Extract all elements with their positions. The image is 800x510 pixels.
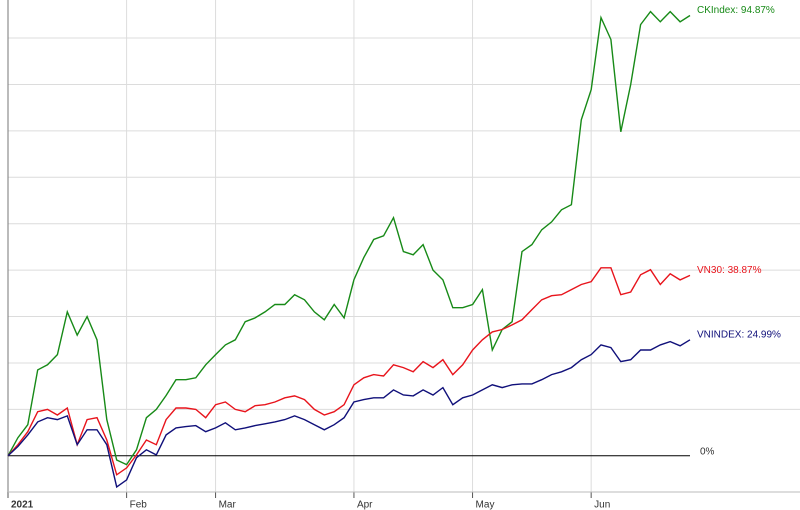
series-line <box>7 339 691 489</box>
series-label: VNINDEX: 24.99% <box>697 329 781 340</box>
series-line <box>7 267 691 476</box>
x-tick-label: May <box>476 500 495 510</box>
x-tick-label: Mar <box>219 500 237 510</box>
x-tick-label: Feb <box>130 500 148 510</box>
x-tick-label: Jun <box>594 500 610 510</box>
y-tick-label: 0% <box>700 446 715 457</box>
x-tick-label: Apr <box>357 500 373 510</box>
x-tick-label: 2021 <box>11 500 34 510</box>
series-label: VN30: 38.87% <box>697 265 762 276</box>
series-label: CKIndex: 94.87% <box>697 5 775 16</box>
series-line <box>7 10 691 466</box>
